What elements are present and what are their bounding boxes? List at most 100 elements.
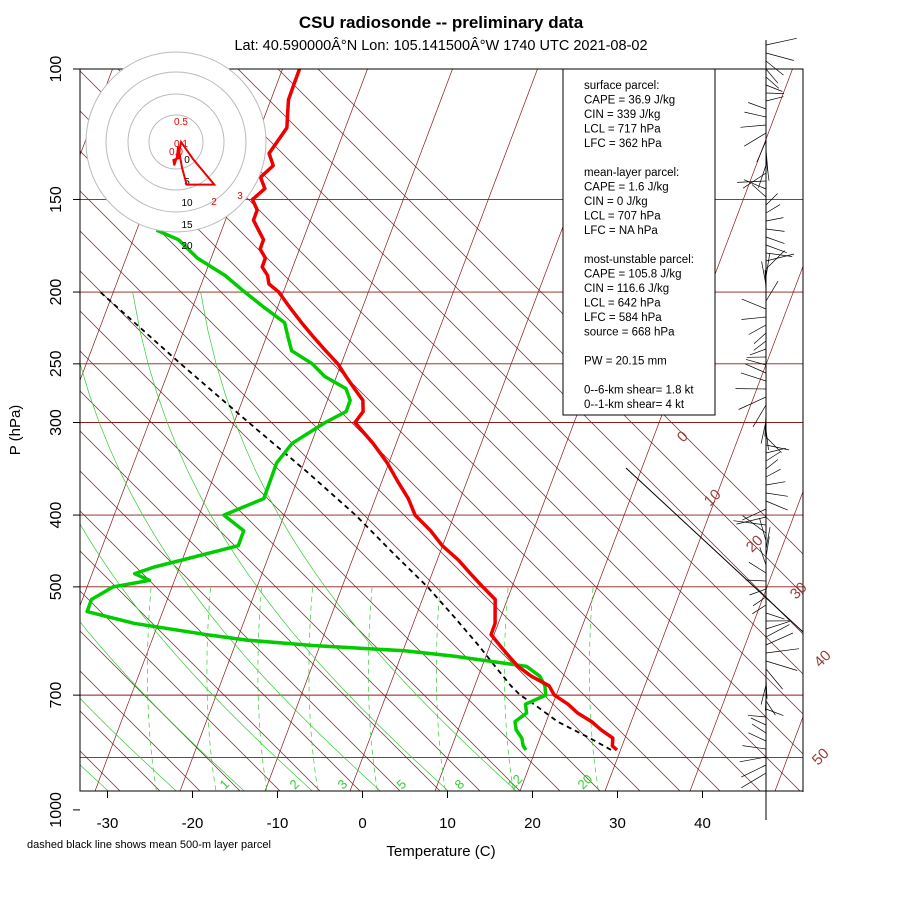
wind-barb bbox=[741, 764, 767, 778]
y-tick-label: 250 bbox=[48, 350, 65, 377]
stats-line: CAPE = 105.8 J/kg bbox=[584, 269, 682, 281]
moist-adiabat bbox=[0, 292, 78, 826]
wind-barb bbox=[753, 332, 767, 345]
stats-line: CAPE = 36.9 J/kg bbox=[584, 95, 675, 107]
hodograph-point-label: 0.5 bbox=[174, 117, 188, 128]
y-tick-label: 700 bbox=[48, 682, 65, 709]
wind-barb bbox=[765, 253, 771, 278]
stats-box: surface parcel: CAPE = 36.9 J/kg CIN = 339… bbox=[562, 68, 716, 416]
wind-barb bbox=[765, 228, 785, 232]
wind-barb bbox=[765, 252, 793, 257]
wind-barb bbox=[760, 420, 767, 444]
wind-barb bbox=[765, 447, 787, 454]
stats-line: LCL = 717 hPa bbox=[584, 124, 661, 136]
wind-barb bbox=[765, 92, 785, 94]
y-axis-label: P (hPa) bbox=[7, 405, 24, 456]
stats-line: LCL = 707 hPa bbox=[584, 211, 661, 223]
wind-barb bbox=[752, 596, 767, 607]
plot-frame bbox=[79, 68, 804, 792]
dry-adiabat bbox=[157, 69, 803, 715]
mixing-ratio-label: 1 bbox=[217, 776, 233, 792]
wind-barb bbox=[750, 717, 767, 726]
wind-barb bbox=[765, 708, 784, 716]
mixing-ratio-label: 5 bbox=[394, 776, 410, 792]
wind-barb-column bbox=[625, 37, 804, 820]
x-tick-label: -30 bbox=[97, 815, 119, 832]
dry-adiabat bbox=[277, 69, 803, 595]
dry-adiabat bbox=[317, 69, 803, 555]
stats-line: 0--1-km shear= 4 kt bbox=[584, 399, 685, 411]
dry-adiabat bbox=[237, 69, 803, 635]
wind-barb bbox=[765, 500, 788, 511]
dewpoint-line bbox=[85, 228, 548, 751]
dry-adiabat bbox=[80, 550, 321, 791]
chart-subtitle: Lat: 40.590000Â°N Lon: 105.141500Â°W 174… bbox=[234, 37, 647, 54]
x-tick-label: -20 bbox=[182, 815, 204, 832]
wind-barb bbox=[765, 204, 781, 214]
hodograph-ring-label: 10 bbox=[181, 198, 193, 209]
hodograph-point-label: 0.1 bbox=[174, 139, 188, 150]
stats-line: source = 668 hPa bbox=[584, 327, 675, 339]
isotherm bbox=[264, 69, 538, 791]
hodograph-point-label: 2 bbox=[211, 197, 217, 208]
wind-barb bbox=[745, 359, 767, 366]
wind-barb bbox=[765, 280, 779, 302]
x-tick-label: 20 bbox=[524, 815, 541, 832]
stats-line: PW = 20.15 mm bbox=[584, 356, 667, 368]
plot-border bbox=[79, 68, 804, 792]
wind-barb bbox=[765, 700, 776, 716]
wind-barb bbox=[751, 184, 767, 198]
wind-barb bbox=[740, 124, 767, 128]
dry-adiabat bbox=[80, 470, 401, 791]
stats-line: CIN = 339 J/kg bbox=[584, 109, 660, 121]
wind-barb bbox=[740, 372, 767, 382]
hodograph-ring bbox=[105, 71, 247, 213]
y-tick-label: 400 bbox=[48, 502, 65, 529]
dry-adiabat bbox=[80, 350, 521, 791]
wind-barb bbox=[765, 52, 794, 61]
hodograph-trace bbox=[172, 139, 217, 186]
wind-barb bbox=[752, 604, 767, 615]
mixing-ratio-label: 12 bbox=[505, 771, 526, 792]
wind-barb bbox=[737, 180, 767, 183]
wind-barb bbox=[742, 515, 767, 534]
wind-barb bbox=[738, 396, 767, 410]
wind-barb bbox=[748, 102, 767, 110]
hodograph-ring-label: 0 bbox=[184, 155, 190, 166]
dry-adiabat bbox=[80, 390, 481, 791]
isotherm bbox=[689, 490, 803, 791]
stats-line: mean-layer parcel: bbox=[584, 167, 679, 179]
wind-barb bbox=[744, 111, 767, 118]
x-tick-label: 0 bbox=[358, 815, 366, 832]
hodograph-point-label: 0.0 bbox=[169, 147, 183, 158]
wind-barb bbox=[765, 660, 798, 671]
y-tick-label: 100 bbox=[48, 56, 65, 83]
x-tick-label: 10 bbox=[439, 815, 456, 832]
moist-adiabat bbox=[200, 291, 517, 791]
y-tick-label: 200 bbox=[48, 279, 65, 306]
wind-barb bbox=[765, 60, 784, 76]
y-tick-label: 1000 bbox=[48, 792, 65, 828]
wind-barb bbox=[765, 624, 790, 638]
wind-barb bbox=[753, 340, 767, 351]
trace-layer bbox=[85, 69, 619, 752]
dry-adiabat bbox=[197, 69, 803, 675]
dry-adiabat bbox=[80, 430, 441, 791]
wind-barb bbox=[741, 316, 767, 320]
wind-barb bbox=[758, 164, 767, 188]
stats-line: LCL = 642 hPa bbox=[584, 298, 661, 310]
mixing-ratio-label: 2 bbox=[287, 776, 303, 792]
stats-line: CIN = 116.6 J/kg bbox=[584, 283, 669, 295]
wind-barb bbox=[765, 253, 795, 262]
y-tick-label: 300 bbox=[48, 409, 65, 436]
dry-adiabat bbox=[80, 230, 641, 791]
wind-barb bbox=[759, 547, 767, 566]
dry-adiabat bbox=[80, 630, 241, 791]
stats-line: LFC = 362 hPa bbox=[584, 138, 662, 150]
wind-barb bbox=[759, 517, 767, 542]
wind-barb bbox=[765, 620, 791, 630]
wind-barb bbox=[765, 468, 781, 478]
wind-barb bbox=[765, 632, 794, 646]
wind-barb bbox=[765, 217, 784, 222]
stats-line: 0--6-km shear= 1.8 kt bbox=[584, 385, 694, 397]
